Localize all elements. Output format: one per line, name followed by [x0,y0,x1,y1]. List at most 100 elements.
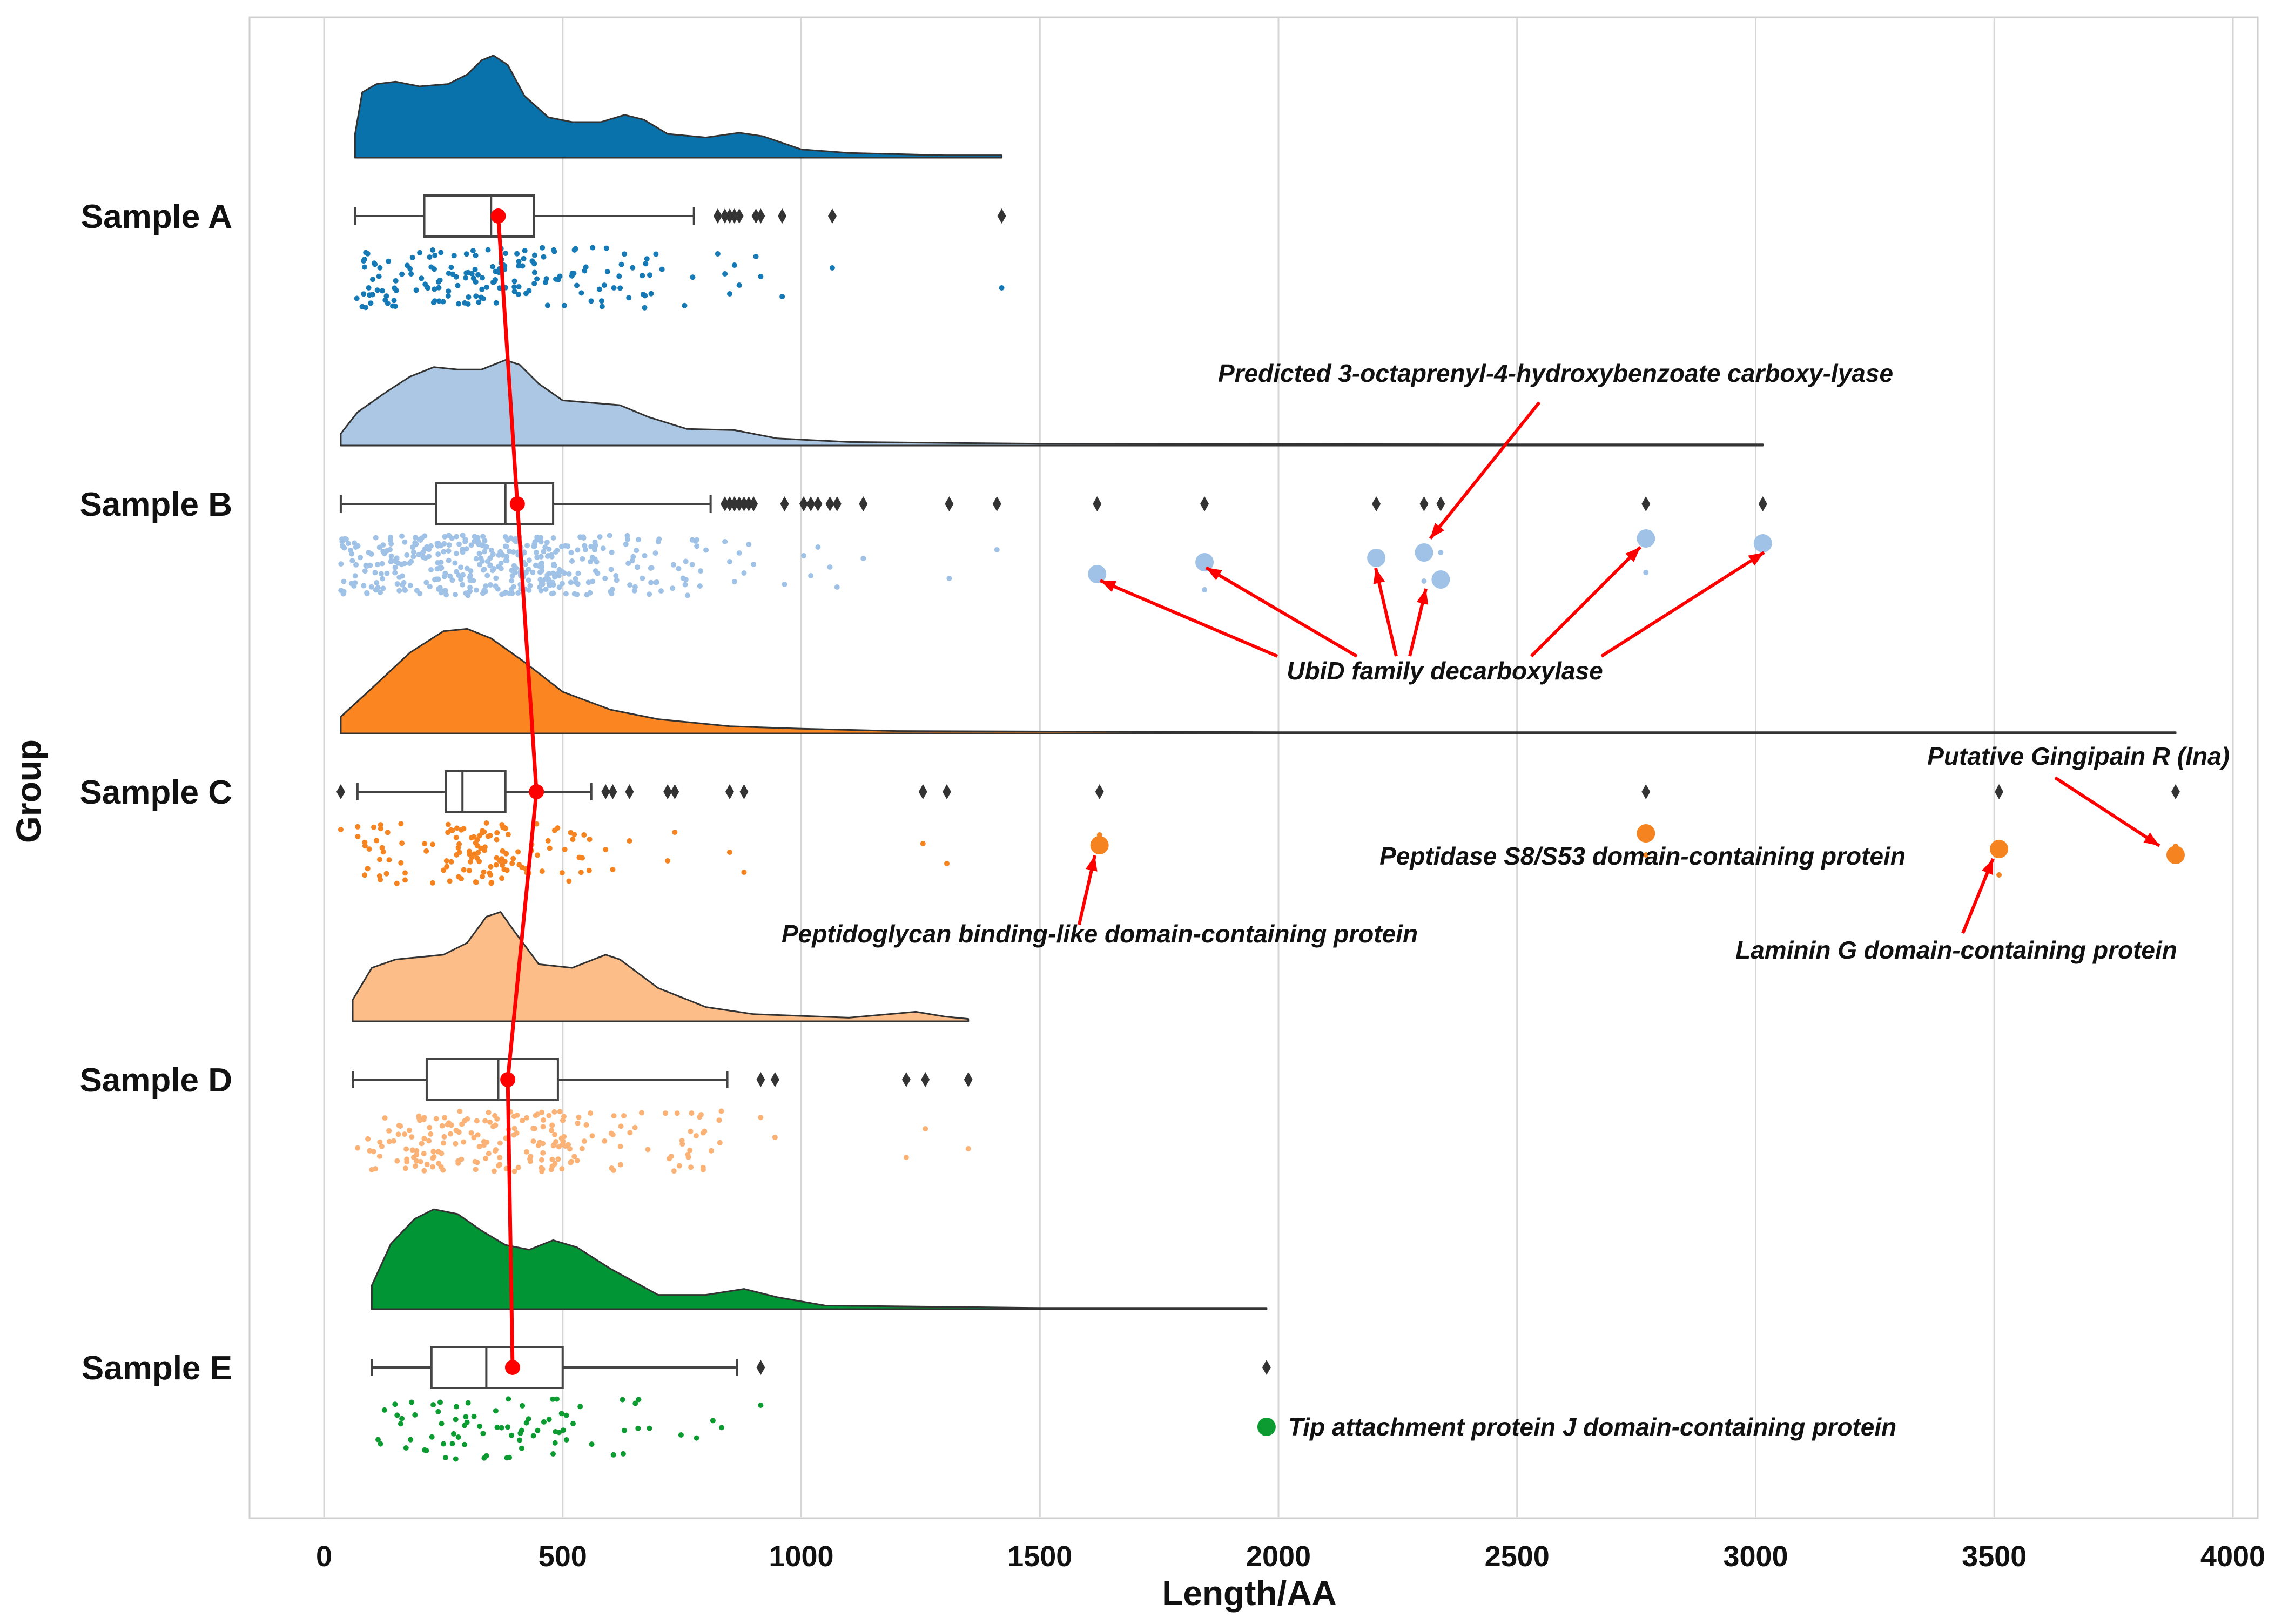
jitter-point [481,549,487,555]
jitter-point [574,1158,580,1163]
jitter-point [480,874,486,879]
outlier-diamond [756,208,765,224]
jitter-point [459,1121,465,1127]
jitter-point [630,265,636,271]
jitter-point [506,1396,511,1402]
jitter-point [362,568,368,574]
mean-point [504,1360,520,1375]
jitter-point [380,542,386,548]
jitter-point [588,1110,594,1116]
jitter-point [546,1113,552,1118]
jitter-point [608,567,614,572]
x-tick-label: 1000 [769,1540,833,1573]
outlier-point [860,556,866,561]
jitter-point [465,592,471,598]
annotation-arrow-laminin-head [1982,859,1993,875]
jitter-point [488,864,494,870]
jitter-point [399,271,405,277]
jitter-point [492,1148,498,1154]
jitter-point [500,862,506,868]
jitter-point [459,1156,465,1162]
jitter-point [578,290,584,296]
jitter-point [442,1455,448,1460]
jitter-point [456,874,462,880]
jitter-point [549,1122,555,1128]
jitter-point [523,1420,529,1426]
outlier-point [726,559,732,564]
jitter-point [534,276,540,282]
jitter-point [485,247,491,253]
x-axis-title: Length/AA [1162,1574,1337,1613]
jitter-point [530,1126,536,1131]
jitter-point [563,1412,569,1418]
jitter-point [475,539,481,545]
jitter-point [614,577,620,583]
outlier-diamond [813,496,823,511]
jitter-point [596,286,602,292]
outlier-point [903,1155,909,1160]
outlier-diamond [827,208,837,224]
jitter-point [575,1120,581,1126]
outlier-point [726,850,732,855]
jitter-point [462,1441,468,1447]
jitter-point [589,1441,595,1447]
jitter-point [362,839,368,845]
jitter-point [467,859,473,865]
jitter-point [505,1424,510,1430]
jitter-point [464,565,470,571]
jitter-point [574,282,580,288]
jitter-point [439,1420,445,1426]
jitter-point [544,572,550,578]
jitter-point [557,273,563,279]
jitter-point [477,1424,483,1430]
jitter-point [493,277,498,282]
outlier-diamond [992,496,1001,511]
jitter-point [576,854,582,860]
jitter-point [635,564,641,570]
jitter-point [589,1133,595,1139]
jitter-point [469,271,475,277]
jitter-point [558,1135,564,1141]
jitter-point [453,1417,459,1423]
jitter-point [499,875,505,881]
jitter-point [379,1143,385,1149]
jitter-point [394,581,400,587]
jitter-point [381,549,387,555]
jitter-point [530,1433,536,1439]
jitter-point [480,534,486,540]
jitter-point [550,535,556,541]
jitter-point [476,551,482,556]
jitter-point [480,275,485,281]
jitter-point [417,1117,423,1123]
jitter-point [509,860,515,866]
jitter-point [578,870,584,875]
jitter-point [642,305,648,311]
jitter-point [581,832,587,838]
outlier-point [736,282,742,288]
outlier-diamond [739,496,749,511]
jitter-point [402,539,408,545]
jitter-point [467,584,473,590]
outlier-point [753,254,759,259]
outlier-diamond [725,496,734,511]
jitter-point [358,555,363,561]
jitter-point [338,561,344,567]
jitter-point [340,543,345,549]
highlight-point-ubid [1195,553,1214,571]
jitter-point [402,877,408,883]
jitter-point [413,287,419,293]
jitter-point [468,542,474,548]
jitter-point [452,560,458,566]
outlier-diamond [1200,496,1209,511]
jitter-point [656,536,662,542]
jitter-point [717,1140,723,1145]
jitter-point [438,560,444,565]
outlier-point [731,579,737,584]
outlier-diamond [825,496,834,511]
highlight-point-ubid [1088,565,1107,583]
outlier-point [944,861,950,866]
jitter-point [341,578,347,584]
jitter-point [484,572,490,578]
outlier-point [338,827,344,832]
jitter-point [595,570,601,576]
